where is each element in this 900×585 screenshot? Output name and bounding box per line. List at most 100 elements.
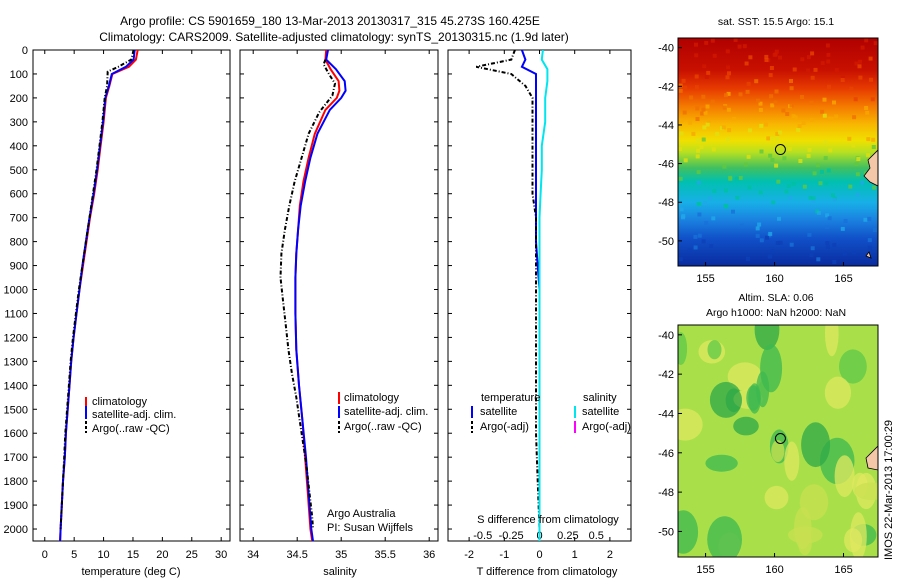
lon-tick-label: 160 <box>765 564 783 576</box>
legend-label-climatology: climatology <box>344 392 400 404</box>
sst-pixel <box>727 128 732 133</box>
depth-tick-label: 1700 <box>4 452 28 464</box>
sst-pixel <box>710 99 715 104</box>
sst-pixel <box>748 55 753 60</box>
temperature-panel: 0100200300400500600700800900100011001200… <box>4 45 231 578</box>
lon-tick-label: 155 <box>696 273 714 285</box>
sst-pixel <box>809 253 814 258</box>
sla-anomaly-blob <box>760 344 783 393</box>
sst-pixel <box>840 78 845 82</box>
sla-anomaly-blob <box>705 454 738 472</box>
coastline <box>863 149 878 187</box>
sst-pixel <box>866 137 871 142</box>
sla-map-title-line2: Argo h1000: NaN h2000: NaN <box>706 307 846 319</box>
sst-pixel <box>840 226 845 231</box>
sst-pixel <box>770 103 775 108</box>
profile-location-marker <box>774 144 786 156</box>
legend-label-satellite: satellite-adj. clim. <box>344 406 428 418</box>
sst-pixel <box>792 67 797 72</box>
sst-pixel <box>695 117 700 121</box>
sst-pixel <box>806 68 810 73</box>
sst-pixel <box>699 145 704 150</box>
series-line-satellite-adj-clim- <box>294 50 347 541</box>
legend-label-argo: Argo(..raw -QC) <box>344 421 422 433</box>
sst-pixel <box>746 81 751 86</box>
sla-map-panel: Altim. SLA: 0.06 Argo h1000: NaN h2000: … <box>658 292 879 576</box>
sst-pixel <box>678 83 683 88</box>
sst-pixel <box>810 246 815 251</box>
sst-pixel <box>851 143 856 148</box>
sst-pixel <box>764 58 769 62</box>
sst-pixel <box>789 86 794 91</box>
sst-pixel <box>701 239 706 244</box>
sst-pixel <box>800 57 805 62</box>
sst-pixel <box>728 176 733 181</box>
sst-pixel <box>809 118 814 122</box>
sst-pixel <box>796 128 801 132</box>
sla-anomaly-blob <box>678 408 703 441</box>
sst-pixel <box>724 93 728 98</box>
sla-anomaly-blob <box>733 416 759 436</box>
t-difference-tick-label: -2 <box>464 549 474 561</box>
sst-pixel <box>765 235 769 240</box>
sst-pixel <box>860 45 865 50</box>
sla-anomaly-blob <box>825 325 839 357</box>
sst-pixel <box>697 201 702 206</box>
sst-pixel <box>759 149 764 154</box>
sst-pixel <box>768 231 773 236</box>
sst-pixel <box>825 213 830 218</box>
sst-pixel <box>822 97 827 102</box>
sst-pixel <box>757 222 762 227</box>
sst-pixel <box>700 111 705 116</box>
sst-pixel <box>853 97 858 102</box>
sst-pixel <box>731 209 735 214</box>
sst-pixel <box>811 199 816 204</box>
lat-tick-label: -40 <box>658 43 674 55</box>
salinity-tick-label: 34.5 <box>286 549 307 561</box>
depth-tick-label: 700 <box>10 213 28 225</box>
sst-pixel <box>872 185 877 190</box>
sst-pixel <box>695 138 700 143</box>
sst-pixel <box>705 104 710 109</box>
sst-pixel <box>813 67 818 72</box>
sst-pixel <box>825 241 830 245</box>
lat-tick-label: -40 <box>658 330 674 342</box>
sst-pixel <box>695 154 700 159</box>
sst-pixel <box>703 110 708 115</box>
sst-pixel <box>855 172 860 177</box>
sst-pixel <box>702 64 707 69</box>
temperature-tick-label: 30 <box>215 549 227 561</box>
sst-pixel <box>678 257 683 262</box>
lat-tick-label: -46 <box>658 448 674 460</box>
sla-anomaly-blob <box>839 349 867 384</box>
series-line-salinity-satellite <box>538 50 549 541</box>
sst-pixel <box>747 185 752 190</box>
legend-label-argo: Argo(..raw -QC) <box>92 423 170 435</box>
sst-pixel <box>769 94 774 99</box>
sst-pixel <box>697 212 702 217</box>
sst-pixel <box>770 249 775 254</box>
sst-pixel <box>735 195 740 200</box>
coastline-island <box>865 251 872 259</box>
figure-title-line2: Climatology: CARS2009. Satellite-adjuste… <box>99 30 569 44</box>
sst-pixel <box>725 199 729 204</box>
sst-map-panel: sat. SST: 15.5 Argo: 15.1 155 160 165 -40 -4… <box>658 16 879 285</box>
sst-pixel <box>754 79 759 84</box>
sst-pixel <box>823 156 828 161</box>
sst-pixel <box>832 100 836 105</box>
sst-pixel <box>822 113 827 118</box>
sst-pixel <box>706 70 711 75</box>
sst-pixel <box>830 193 835 198</box>
sst-pixel <box>737 44 742 49</box>
sst-pixel <box>864 106 869 110</box>
sst-pixel <box>768 153 773 158</box>
sst-pixel <box>832 242 837 247</box>
sst-pixel <box>847 136 852 141</box>
sst-pixel <box>766 136 771 141</box>
sst-pixel <box>709 244 714 249</box>
sst-pixel <box>798 159 803 163</box>
imos-timestamp: IMOS 22-Mar-2013 17:00:29 <box>883 420 895 560</box>
sst-pixel <box>695 106 700 111</box>
sst-pixel <box>867 216 872 221</box>
sst-pixel <box>694 74 699 79</box>
